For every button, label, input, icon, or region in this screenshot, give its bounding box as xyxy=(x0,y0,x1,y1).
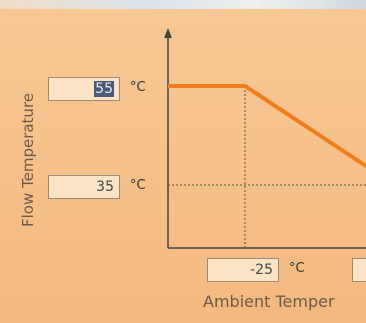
ambient-input[interactable]: -25 xyxy=(207,258,279,282)
min-flow-input[interactable]: 35 xyxy=(48,175,120,199)
max-flow-input[interactable]: 55 xyxy=(48,77,120,101)
flow-temperature-label: Flow Temperature xyxy=(19,93,37,227)
unit: °C xyxy=(289,261,305,276)
ambient-input-2[interactable] xyxy=(352,258,366,282)
max-flow-value: 55 xyxy=(94,81,114,97)
unit: °C xyxy=(130,178,146,193)
unit: °C xyxy=(130,80,146,95)
ambient-value: -25 xyxy=(250,262,273,278)
ambient-temperature-label: Ambient Temper xyxy=(203,292,335,311)
min-flow-value: 35 xyxy=(96,179,114,195)
screen: Flow Temperature 55 °C 35 °C -25 °C Ambi… xyxy=(0,0,366,323)
heating-curve xyxy=(0,0,366,323)
